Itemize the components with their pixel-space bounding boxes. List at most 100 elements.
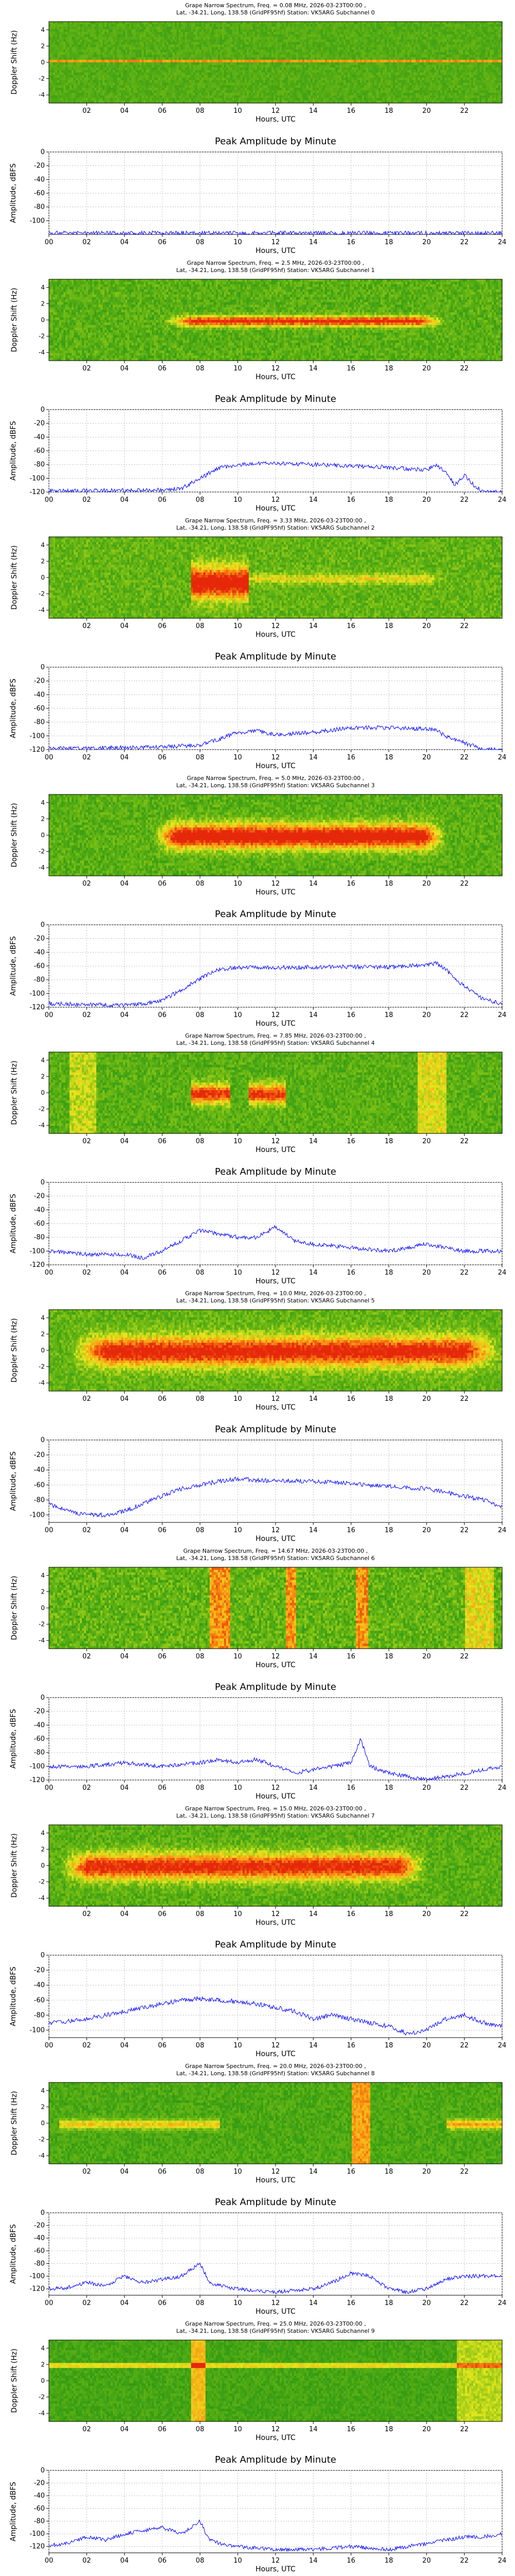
y-tick-label: 0 <box>41 1347 45 1354</box>
y-tick-label: -4 <box>39 606 45 614</box>
x-tick-label: 10 <box>233 2557 242 2565</box>
x-tick-label: 20 <box>422 1784 431 1792</box>
y-tick-label: 4 <box>41 2345 45 2352</box>
x-tick-label: 06 <box>158 1784 167 1792</box>
y-tick-label: 2 <box>41 1330 45 1337</box>
chart-title: Peak Amplitude by Minute <box>215 2454 336 2465</box>
y-tick-label: -20 <box>34 677 45 685</box>
y-tick-label: -20 <box>34 1451 45 1459</box>
x-tick-label: 08 <box>196 2557 204 2565</box>
x-tick-label: 12 <box>271 239 280 246</box>
x-tick-label: 18 <box>385 754 393 761</box>
x-tick-label: 04 <box>120 1653 129 1660</box>
x-tick-label: 22 <box>460 1011 469 1019</box>
y-tick-label: -20 <box>34 1967 45 1974</box>
x-tick-label: 14 <box>309 880 318 888</box>
x-tick-label: 12 <box>271 2042 280 2049</box>
y-tick-label: 2 <box>41 1845 45 1853</box>
x-tick-label: 04 <box>120 880 129 888</box>
y-tick-label: -2 <box>39 1878 45 1886</box>
y-tick-label: -80 <box>34 2011 45 2019</box>
x-tick-label: 14 <box>309 2042 318 2049</box>
y-tick-label: -80 <box>34 1749 45 1757</box>
y-tick-label: -60 <box>34 962 45 970</box>
y-tick-label: -100 <box>29 2530 45 2538</box>
y-tick-label: 2 <box>41 815 45 822</box>
x-tick-label: 14 <box>309 2426 318 2433</box>
x-tick-label: 06 <box>158 1395 167 1403</box>
x-tick-label: 16 <box>347 1527 355 1534</box>
chart-title-line1: Grape Narrow Spectrum, Freq. = 20.0 MHz,… <box>185 2063 366 2070</box>
chart-title-line2: Lat, -34.21, Long, 138.58 (GridPF95hf) S… <box>176 2070 374 2077</box>
x-axis-label: Hours, UTC <box>255 2176 296 2184</box>
chart-title-line2: Lat, -34.21, Long, 138.58 (GridPF95hf) S… <box>176 1297 374 1304</box>
x-axis-label: Hours, UTC <box>255 1277 296 1285</box>
x-tick-label: 12 <box>271 1269 280 1277</box>
x-tick-label: 00 <box>45 1269 54 1277</box>
y-tick-label: -120 <box>29 1004 45 1011</box>
y-tick-label: -40 <box>34 1721 45 1729</box>
x-tick-label: 24 <box>498 1269 507 1277</box>
y-tick-label: -2 <box>39 1621 45 1628</box>
x-axis-label: Hours, UTC <box>255 247 296 255</box>
x-tick-label: 20 <box>422 239 431 246</box>
y-tick-label: -60 <box>34 447 45 455</box>
x-tick-label: 10 <box>233 2426 242 2433</box>
spectrogram-cells <box>49 22 503 104</box>
x-axis-label: Hours, UTC <box>255 2434 296 2442</box>
x-tick-label: 22 <box>460 2168 469 2176</box>
x-tick-label: 04 <box>120 622 129 630</box>
x-tick-label: 10 <box>233 1395 242 1403</box>
x-tick-label: 22 <box>460 2299 469 2307</box>
y-tick-label: -120 <box>29 488 45 496</box>
x-tick-label: 16 <box>347 2168 355 2176</box>
x-tick-label: 14 <box>309 107 318 115</box>
y-tick-label: -4 <box>39 349 45 356</box>
x-tick-label: 04 <box>120 1395 129 1403</box>
x-tick-label: 20 <box>422 2426 431 2433</box>
x-axis-label: Hours, UTC <box>255 1535 296 1543</box>
y-tick-label: -4 <box>39 1637 45 1644</box>
y-tick-label: 0 <box>41 832 45 839</box>
y-tick-label: -40 <box>34 2492 45 2500</box>
x-tick-label: 04 <box>120 2557 129 2565</box>
y-tick-label: -2 <box>39 75 45 82</box>
y-tick-label: -4 <box>39 91 45 98</box>
x-tick-label: 02 <box>82 1395 91 1403</box>
x-tick-label: 08 <box>196 622 204 630</box>
y-tick-label: 4 <box>41 1057 45 1064</box>
x-tick-label: 18 <box>385 1653 393 1660</box>
y-tick-label: -2 <box>39 2136 45 2143</box>
x-tick-label: 14 <box>309 2557 318 2565</box>
chart-title-line2: Lat, -34.21, Long, 138.58 (GridPF95hf) S… <box>176 1812 374 1819</box>
spectrogram-cells <box>49 1052 503 1134</box>
chart-title-line1: Grape Narrow Spectrum, Freq. = 15.0 MHz,… <box>185 1805 366 1812</box>
x-tick-label: 10 <box>233 2299 242 2307</box>
x-tick-label: 18 <box>385 1395 393 1403</box>
x-tick-label: 16 <box>347 365 355 372</box>
x-tick-label: 10 <box>233 1011 242 1019</box>
x-tick-label: 24 <box>498 2557 507 2565</box>
x-tick-label: 04 <box>120 1138 129 1145</box>
chart-title-line2: Lat, -34.21, Long, 138.58 (GridPF95hf) S… <box>176 1555 374 1562</box>
y-tick-label: 2 <box>41 557 45 565</box>
chart-title-line2: Lat, -34.21, Long, 138.58 (GridPF95hf) S… <box>176 782 374 789</box>
x-tick-label: 02 <box>82 496 91 504</box>
x-tick-label: 10 <box>233 1527 242 1534</box>
x-tick-label: 16 <box>347 622 355 630</box>
x-tick-label: 18 <box>385 2299 393 2307</box>
x-tick-label: 10 <box>233 880 242 888</box>
y-tick-label: -4 <box>39 1122 45 1129</box>
x-tick-label: 04 <box>120 2168 129 2176</box>
chart-panel-4: Grape Narrow Spectrum, Freq. = 3.33 MHz,… <box>0 515 515 644</box>
y-tick-label: 4 <box>41 1572 45 1579</box>
x-tick-label: 18 <box>385 880 393 888</box>
x-tick-label: 08 <box>196 1910 204 1918</box>
x-axis-label: Hours, UTC <box>255 1020 296 1028</box>
y-tick-label: -80 <box>34 461 45 469</box>
x-tick-label: 08 <box>196 365 204 372</box>
chart-title: Peak Amplitude by Minute <box>215 1939 336 1950</box>
x-tick-label: 06 <box>158 107 167 115</box>
